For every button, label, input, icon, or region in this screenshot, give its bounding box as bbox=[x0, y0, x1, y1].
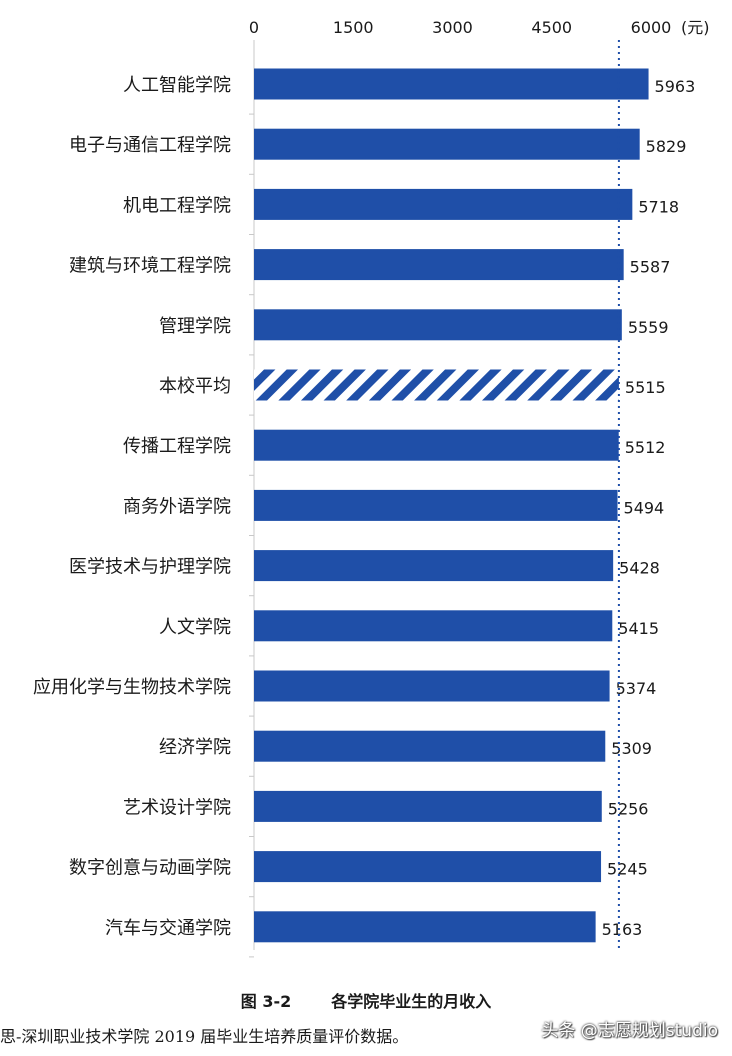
value-label: 5494 bbox=[624, 498, 665, 517]
bar bbox=[254, 851, 602, 883]
category-label: 应用化学与生物技术学院 bbox=[33, 677, 231, 698]
category-label: 电子与通信工程学院 bbox=[69, 135, 231, 156]
value-label: 5963 bbox=[655, 77, 696, 96]
category-label: 建筑与环境工程学院 bbox=[69, 256, 231, 277]
bar bbox=[254, 489, 618, 521]
bar bbox=[254, 309, 622, 341]
category-label: 数字创意与动画学院 bbox=[69, 858, 231, 879]
value-label: 5829 bbox=[646, 137, 687, 156]
category-label: 人工智能学院 bbox=[123, 75, 231, 96]
bar bbox=[254, 610, 613, 642]
bar bbox=[254, 128, 640, 160]
bar bbox=[254, 429, 619, 461]
bar bbox=[254, 670, 610, 702]
x-axis-unit-label: (元) bbox=[681, 18, 710, 37]
category-label: 医学技术与护理学院 bbox=[69, 557, 231, 578]
bars bbox=[254, 68, 649, 943]
value-label: 5245 bbox=[607, 860, 648, 879]
bar bbox=[254, 68, 649, 100]
category-label: 商务外语学院 bbox=[123, 496, 231, 517]
figure-number: 图 3-2 bbox=[240, 992, 292, 1011]
bar bbox=[254, 550, 614, 582]
category-label: 本校平均 bbox=[159, 376, 231, 397]
value-label: 5559 bbox=[628, 318, 669, 337]
x-tick-label: 6000 bbox=[631, 18, 672, 37]
value-label: 5415 bbox=[618, 619, 659, 638]
bar bbox=[254, 730, 606, 762]
category-label: 管理学院 bbox=[159, 316, 231, 337]
x-tick-label: 4500 bbox=[531, 18, 572, 37]
value-label: 5256 bbox=[608, 799, 649, 818]
value-label: 5309 bbox=[611, 739, 652, 758]
value-label: 5587 bbox=[630, 258, 671, 277]
x-tick-label: 0 bbox=[249, 18, 259, 37]
source-note: 思-深圳职业技术学院 2019 届毕业生培养质量评价数据。 bbox=[0, 1027, 409, 1046]
category-label: 人文学院 bbox=[159, 617, 231, 638]
value-label: 5512 bbox=[625, 438, 666, 457]
category-label: 机电工程学院 bbox=[123, 195, 231, 216]
watermark: 头条 @志愿规划studio bbox=[541, 1021, 718, 1041]
value-label: 5428 bbox=[619, 559, 660, 578]
x-tick-label: 3000 bbox=[432, 18, 473, 37]
bar bbox=[254, 790, 602, 822]
category-label: 汽车与交通学院 bbox=[105, 918, 231, 939]
value-label: 5515 bbox=[625, 378, 666, 397]
value-label: 5374 bbox=[616, 679, 657, 698]
value-label: 5718 bbox=[638, 197, 679, 216]
bar-average bbox=[254, 369, 619, 401]
bar bbox=[254, 188, 633, 220]
value-labels: 5963 5829 5718 5587 5559 5515 5512 5494 5428 5415… bbox=[602, 77, 696, 939]
value-label: 5163 bbox=[602, 920, 643, 939]
bar bbox=[254, 249, 624, 281]
category-labels: 人工智能学院电子与通信工程学院机电工程学院建筑与环境工程学院管理学院本校平均传播… bbox=[33, 75, 231, 939]
category-label: 经济学院 bbox=[159, 737, 231, 758]
x-tick-label: 1500 bbox=[333, 18, 374, 37]
figure-caption: 图 3-2 各学院毕业生的月收入 bbox=[0, 988, 732, 1012]
figure-title: 各学院毕业生的月收入 bbox=[331, 992, 492, 1011]
category-label: 传播工程学院 bbox=[123, 436, 231, 457]
bar bbox=[254, 911, 596, 943]
category-label: 艺术设计学院 bbox=[123, 797, 231, 818]
bar-chart: 0 1500 3000 4500 6000 (元) 人工智能学院电子与通信工程学院机电工程… bbox=[33, 18, 710, 958]
